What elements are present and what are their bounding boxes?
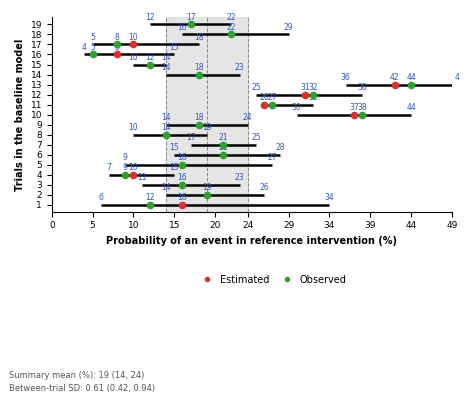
- Text: 14: 14: [161, 183, 171, 192]
- Text: 27: 27: [267, 153, 277, 162]
- Text: 36: 36: [341, 73, 351, 82]
- Text: 23: 23: [235, 173, 245, 182]
- Text: 12: 12: [145, 53, 155, 62]
- Text: 25: 25: [251, 133, 261, 142]
- Text: 22: 22: [227, 23, 236, 32]
- Bar: [166, 17, 248, 212]
- Text: 9: 9: [123, 163, 128, 172]
- Text: 17: 17: [186, 13, 195, 22]
- Text: 4: 4: [454, 73, 459, 82]
- Text: 28: 28: [276, 143, 285, 152]
- Text: 10: 10: [128, 123, 138, 132]
- Text: 10: 10: [128, 33, 138, 42]
- Text: 34: 34: [325, 193, 334, 202]
- Text: 38: 38: [357, 83, 367, 92]
- Text: 42: 42: [390, 73, 400, 82]
- Text: 26: 26: [259, 93, 269, 102]
- Text: 30: 30: [292, 103, 301, 112]
- Text: 29: 29: [284, 23, 293, 32]
- Text: 8: 8: [115, 43, 119, 52]
- Text: 12: 12: [145, 193, 155, 202]
- Text: 26: 26: [259, 183, 269, 192]
- Text: 27: 27: [267, 93, 277, 102]
- Text: 5: 5: [90, 43, 95, 52]
- Text: 25: 25: [251, 83, 261, 92]
- Text: 16: 16: [178, 193, 187, 202]
- Legend: Estimated, Observed: Estimated, Observed: [193, 271, 350, 289]
- Text: 24: 24: [243, 113, 253, 122]
- Text: 37: 37: [349, 103, 359, 112]
- Text: 8: 8: [115, 33, 119, 42]
- Text: 14: 14: [161, 113, 171, 122]
- Text: 14: 14: [161, 53, 171, 62]
- Text: 19: 19: [202, 123, 212, 132]
- Text: 16: 16: [178, 23, 187, 32]
- Text: 32: 32: [308, 83, 318, 92]
- Text: 4: 4: [82, 43, 87, 52]
- Text: 12: 12: [145, 13, 155, 22]
- Text: 38: 38: [357, 103, 367, 112]
- Text: 44: 44: [406, 103, 416, 112]
- Text: 15: 15: [169, 163, 179, 172]
- Text: 11: 11: [137, 173, 146, 182]
- Text: 21: 21: [219, 133, 228, 142]
- X-axis label: Probability of an event in reference intervention (%): Probability of an event in reference int…: [106, 236, 397, 246]
- Text: 6: 6: [98, 193, 103, 202]
- Text: 22: 22: [227, 13, 236, 22]
- Text: 21: 21: [219, 143, 228, 152]
- Text: 14: 14: [161, 63, 171, 72]
- Text: 15: 15: [169, 43, 179, 52]
- Text: 15: 15: [169, 143, 179, 152]
- Text: 31: 31: [300, 83, 310, 92]
- Text: Summary mean (%): 19 (14, 24)
Between-trial SD: 0.61 (0.42, 0.94): Summary mean (%): 19 (14, 24) Between-tr…: [9, 371, 155, 393]
- Text: 9: 9: [123, 153, 128, 162]
- Text: 18: 18: [194, 63, 203, 72]
- Text: 16: 16: [178, 153, 187, 162]
- Text: 10: 10: [128, 163, 138, 172]
- Text: 16: 16: [178, 173, 187, 182]
- Text: 18: 18: [194, 33, 203, 42]
- Text: 14: 14: [161, 123, 171, 132]
- Text: 23: 23: [235, 63, 245, 72]
- Text: 7: 7: [107, 163, 111, 172]
- Text: 44: 44: [406, 73, 416, 82]
- Text: 10: 10: [128, 53, 138, 62]
- Y-axis label: Trials in the baseline model: Trials in the baseline model: [15, 39, 25, 191]
- Text: 18: 18: [194, 113, 203, 122]
- Text: 32: 32: [308, 93, 318, 102]
- Text: 5: 5: [90, 33, 95, 42]
- Text: 19: 19: [202, 183, 212, 192]
- Text: 17: 17: [186, 133, 195, 142]
